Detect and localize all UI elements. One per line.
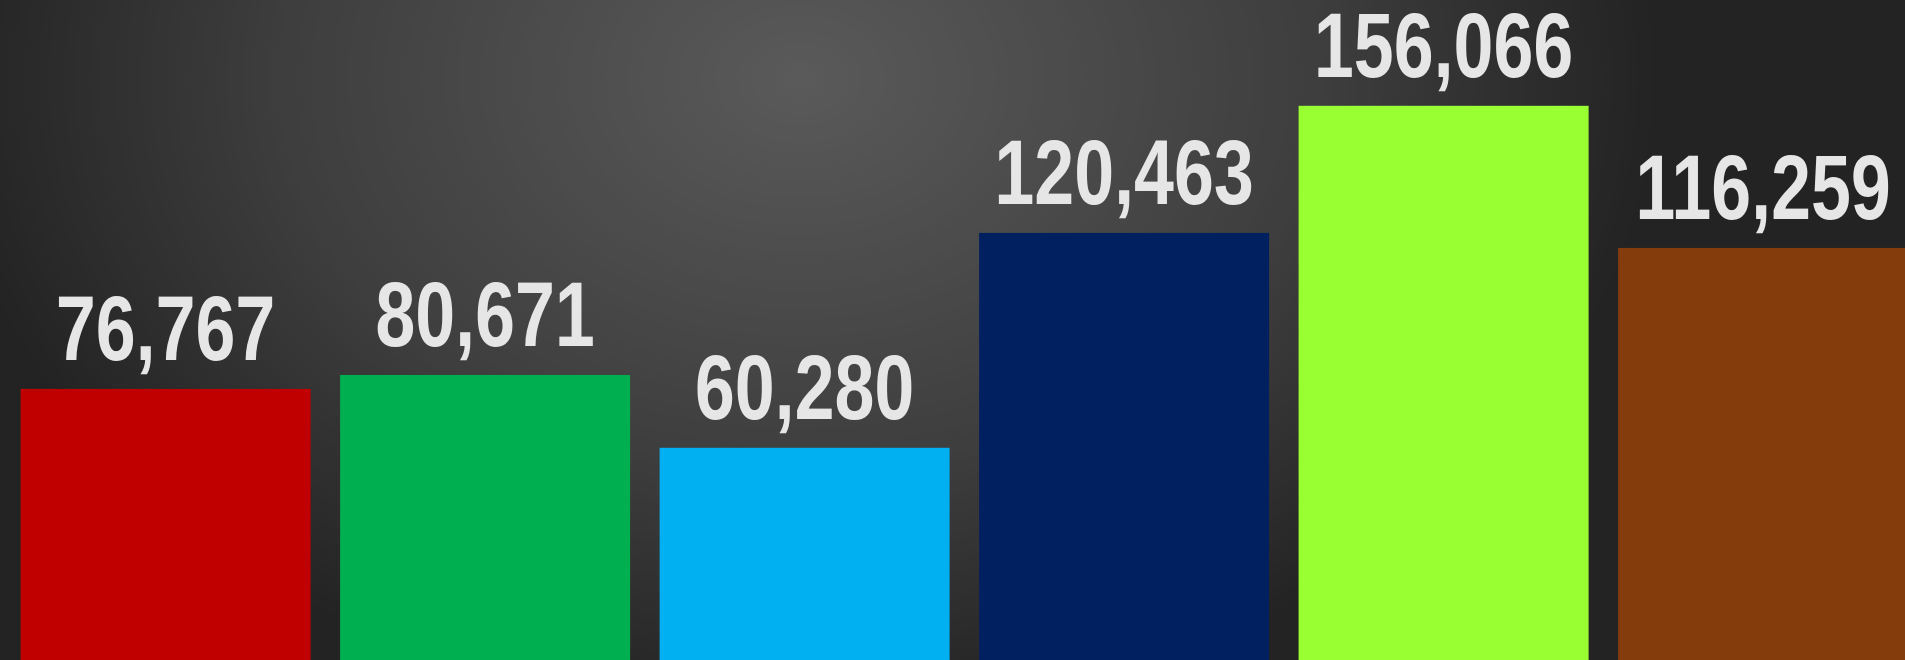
value-label: 116,259 [1635,136,1890,239]
value-label-group: 76,767 [56,277,275,380]
bar [659,447,950,660]
bar [1618,247,1905,660]
value-label-group: 156,066 [1314,0,1573,97]
value-label: 156,066 [1314,0,1573,97]
bar [340,374,631,660]
value-label-group: 116,259 [1635,136,1890,239]
value-label: 76,767 [56,277,275,380]
bar [1298,105,1589,660]
value-label: 60,280 [695,336,914,439]
bar [20,388,311,660]
value-label: 120,463 [994,121,1253,224]
value-label: 80,671 [375,263,594,366]
value-label-group: 80,671 [375,263,594,366]
value-label-group: 120,463 [994,121,1253,224]
value-label-group: 60,280 [695,336,914,439]
bar [979,232,1270,660]
